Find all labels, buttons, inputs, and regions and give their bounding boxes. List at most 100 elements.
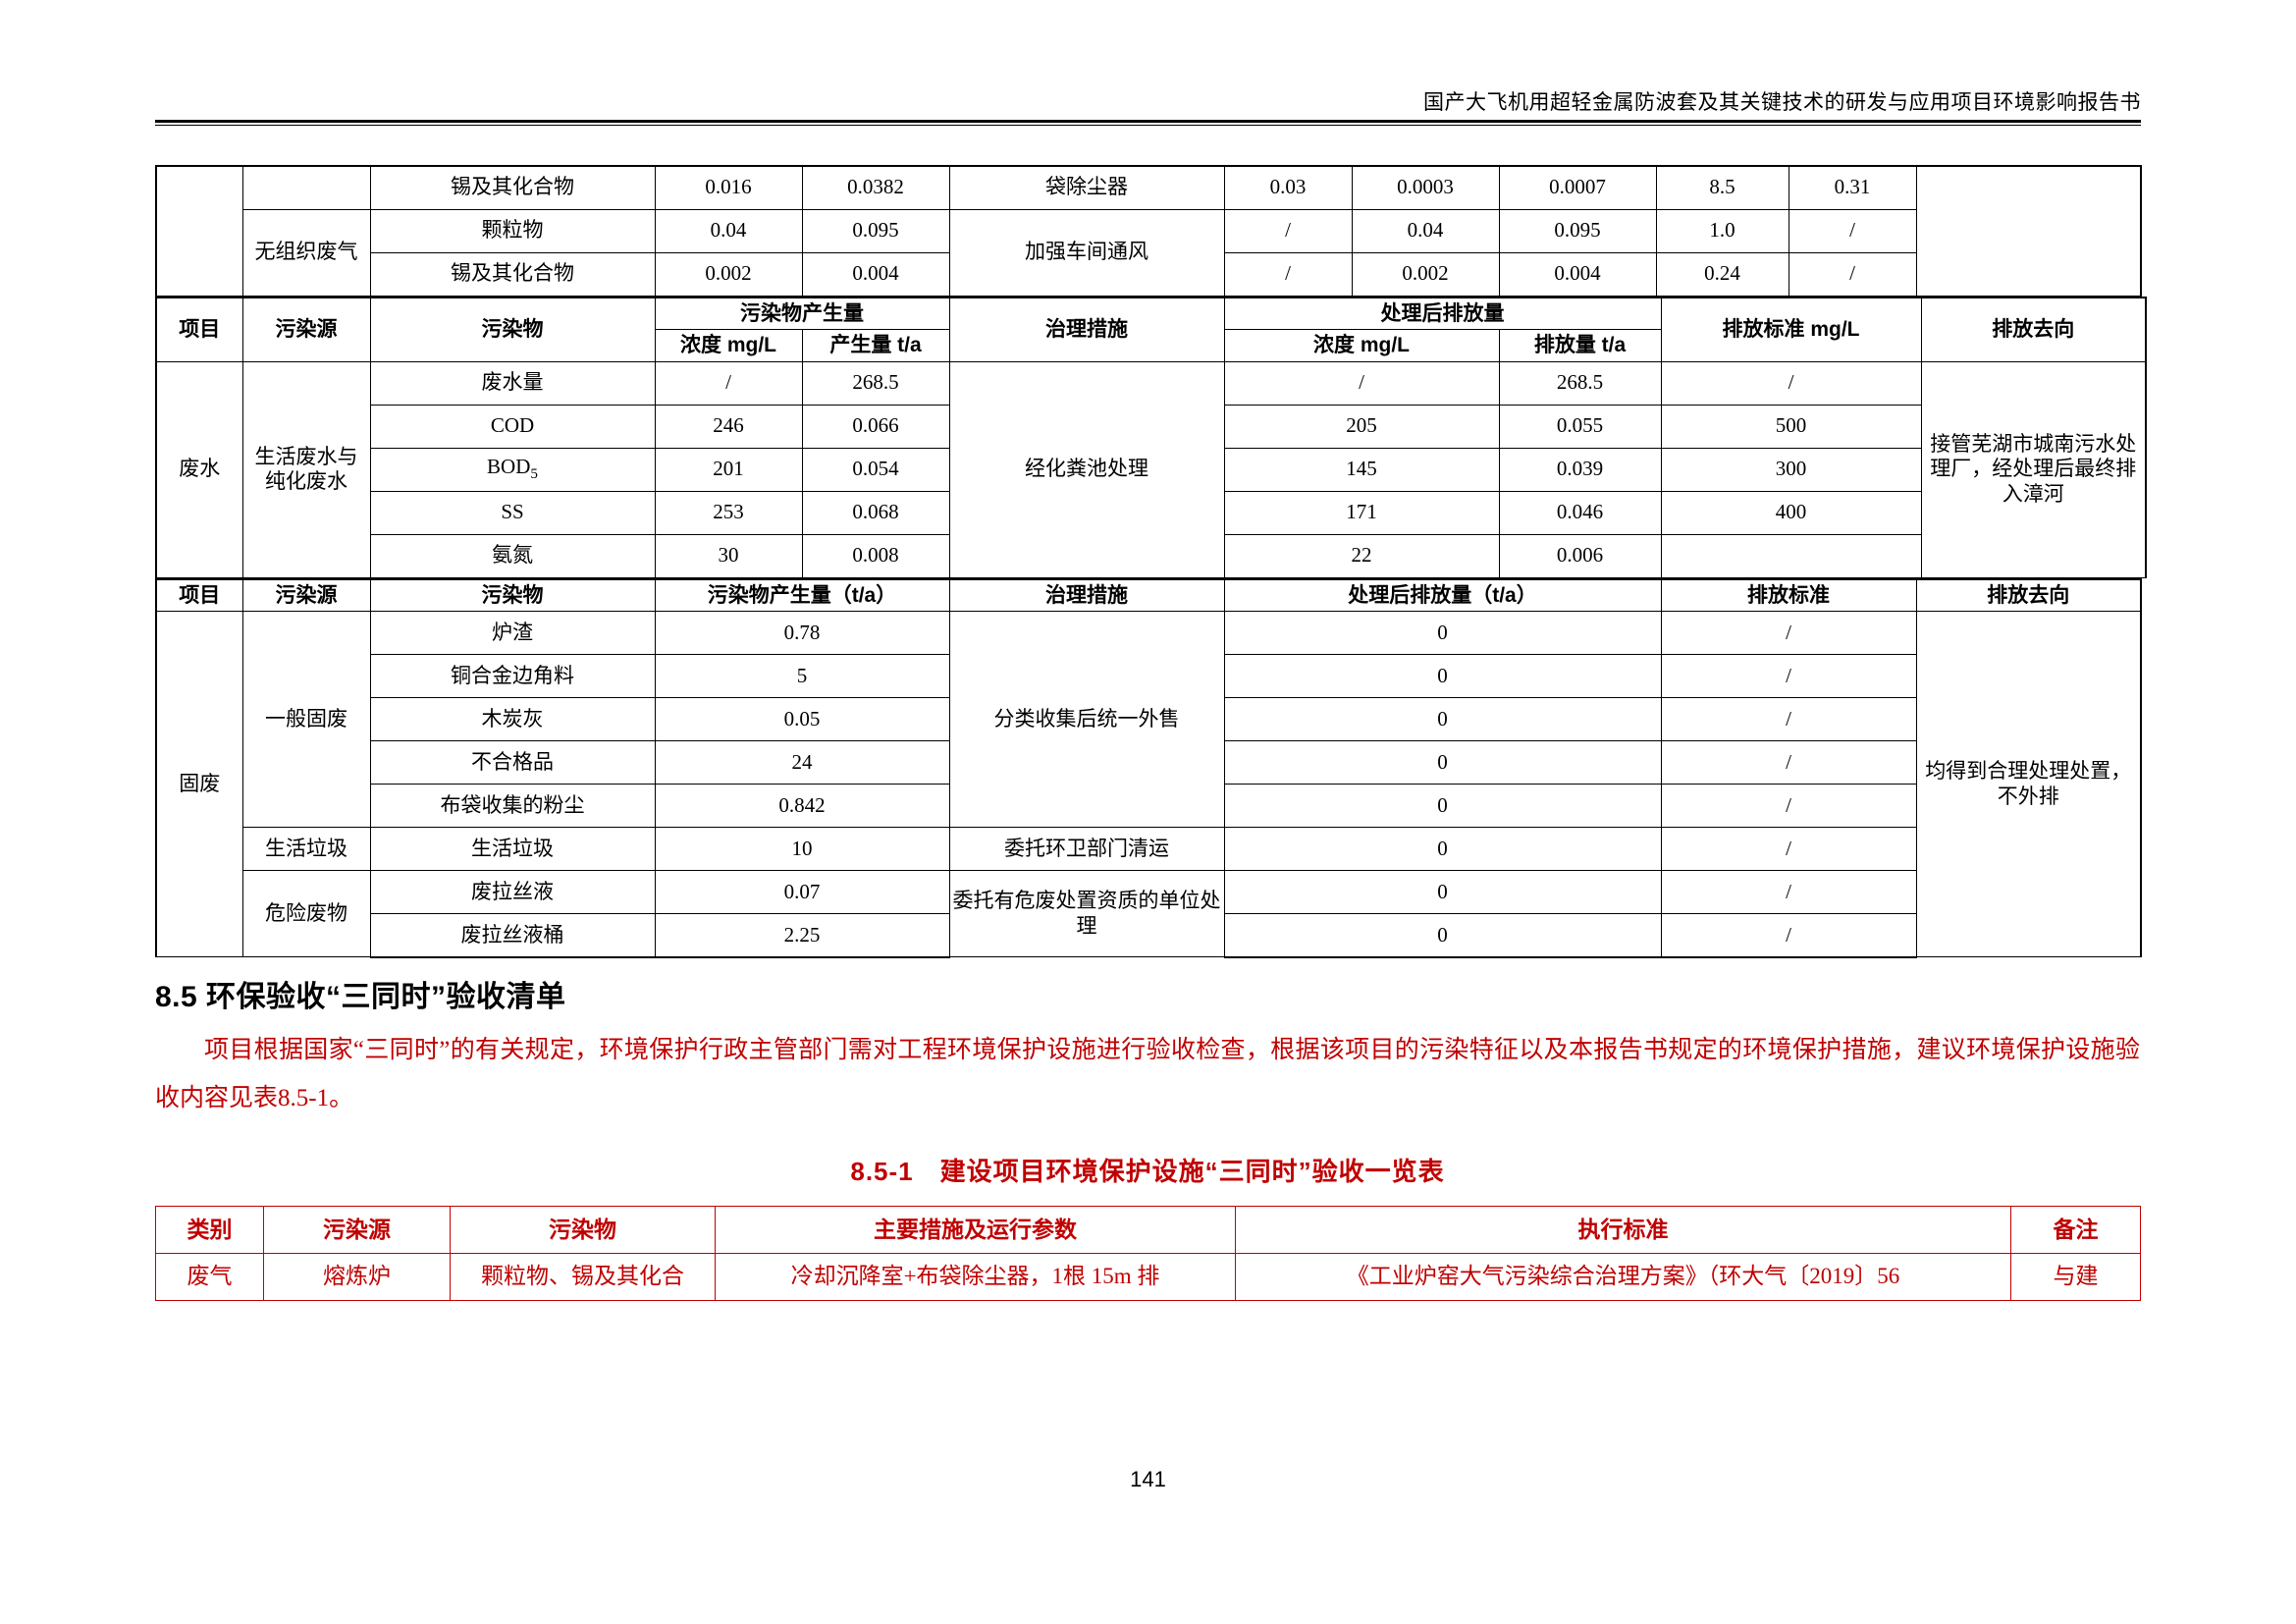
solid-pollutant-cell: 炉渣	[369, 611, 656, 656]
air-std-conc-cell: 8.5	[1655, 165, 1789, 210]
water-out-conc-cell: 145	[1223, 447, 1500, 492]
solid-standard-cell: /	[1660, 827, 1917, 872]
solid-source-cell-domestic: 生活垃圾	[241, 827, 371, 872]
solid-source-cell-general: 一般固废	[241, 611, 371, 829]
air-std-rate-cell: /	[1788, 251, 1917, 297]
page-number: 141	[1130, 1467, 1166, 1491]
solid-standard-cell: /	[1660, 697, 1917, 742]
air-pollutant-cell: 颗粒物	[369, 208, 656, 253]
solid-generation-cell: 5	[654, 654, 950, 699]
water-out-amount-cell: 268.5	[1498, 360, 1662, 406]
water-out-amount-cell: 0.006	[1498, 533, 1662, 578]
table-row: 氨氮 30 0.008 22 0.006	[156, 533, 2146, 578]
air-gen-conc-cell: 0.016	[654, 165, 803, 210]
table-row: 危险废物 废拉丝液 0.07 委托有危废处置资质的单位处理 0 /	[156, 870, 2141, 958]
air-gen-amount-cell: 0.095	[801, 208, 950, 253]
water-out-amount-cell: 0.046	[1498, 490, 1662, 535]
water-standard-cell	[1660, 533, 1922, 578]
water-header-pollutant: 污染物	[369, 296, 656, 362]
water-subheader-gen-conc: 浓度 mg/L	[654, 329, 803, 362]
acceptance-header-standard: 执行标准	[1235, 1206, 2011, 1255]
acceptance-header-remark: 备注	[2010, 1206, 2141, 1255]
solid-header-discharge: 处理后排放量（t/a）	[1223, 577, 1662, 613]
water-header-discharge: 处理后排放量	[1223, 296, 1662, 331]
acceptance-remark-cell: 与建	[2010, 1253, 2141, 1301]
wastewater-table: 项目 污染源 污染物 污染物产生量 治理措施 处理后排放量 排放标准 mg/L …	[155, 296, 2147, 578]
table-row: 木炭灰 0.05 0 /	[156, 697, 2141, 742]
water-header-source: 污染源	[241, 296, 371, 362]
solid-generation-cell: 2.25	[654, 913, 950, 958]
acceptance-header-pollutant: 污染物	[450, 1206, 716, 1255]
page-content: 锡及其化合物 0.016 0.0382 袋除尘器 0.03 0.0003 0.0…	[155, 165, 2147, 1301]
acceptance-table: 类别 污染源 污染物 主要措施及运行参数 执行标准 备注 废气 熔炼炉 颗粒物、…	[155, 1206, 2141, 1301]
water-subheader-out-amount: 排放量 t/a	[1498, 329, 1662, 362]
solid-discharge-cell: 0	[1223, 611, 1662, 656]
page-header: 国产大飞机用超轻金属防波套及其关键技术的研发与应用项目环境影响报告书	[0, 86, 2296, 135]
solid-waste-table: 项目 污染源 污染物 污染物产生量（t/a） 治理措施 处理后排放量（t/a） …	[155, 577, 2142, 958]
water-gen-conc-cell: /	[654, 360, 803, 406]
water-project-cell: 废水	[155, 360, 243, 578]
table-row: 固废 一般固废 炉渣 0.78 分类收集后统一外售 0 / 均得到合理处理处置，…	[155, 611, 2142, 958]
water-gen-conc-cell: 201	[654, 447, 803, 492]
solid-generation-cell: 0.05	[654, 697, 950, 742]
air-std-rate-cell: 0.31	[1788, 165, 1917, 210]
solid-header-measure: 治理措施	[948, 577, 1225, 613]
air-gen-conc-cell: 0.04	[654, 208, 803, 253]
solid-discharge-cell: 0	[1223, 654, 1662, 699]
air-out-conc-cell: /	[1223, 208, 1353, 253]
water-subheader-gen-amount: 产生量 t/a	[801, 329, 950, 362]
water-out-conc-cell: /	[1223, 360, 1500, 406]
water-measure-cell: 经化粪池处理	[948, 360, 1225, 578]
table-row: BOD5 201 0.054 145 0.039 300	[156, 447, 2146, 492]
solid-discharge-cell: 0	[1223, 827, 1662, 872]
air-gen-amount-cell: 0.0382	[801, 165, 950, 210]
solid-pollutant-cell: 废拉丝液桶	[369, 913, 656, 958]
water-out-conc-cell: 22	[1223, 533, 1500, 578]
water-standard-cell: /	[1660, 360, 1922, 406]
water-subheader-out-conc: 浓度 mg/L	[1223, 329, 1500, 362]
acceptance-category-cell: 废气	[155, 1253, 264, 1301]
air-project-cell	[155, 165, 243, 297]
solid-project-cell: 固废	[155, 611, 243, 958]
water-pollutant-cell: 氨氮	[369, 533, 656, 578]
water-source-cell: 生活废水与纯化废水	[241, 360, 371, 578]
air-source-cell-fugitive: 无组织废气	[241, 208, 371, 297]
water-header-measure: 治理措施	[948, 296, 1225, 362]
water-header-project: 项目	[155, 296, 243, 362]
solid-header-pollutant: 污染物	[369, 577, 656, 613]
air-gen-amount-cell: 0.004	[801, 251, 950, 297]
air-gen-conc-cell: 0.002	[654, 251, 803, 297]
water-pollutant-cell: SS	[369, 490, 656, 535]
solid-measure-cell-general: 分类收集后统一外售	[948, 611, 1225, 829]
table-row: 废拉丝液桶 2.25 0 /	[156, 913, 2141, 958]
table-row: 锡及其化合物 0.016 0.0382 袋除尘器 0.03 0.0003 0.0…	[155, 165, 2142, 297]
air-out-rate-cell: 0.002	[1351, 251, 1500, 297]
solid-pollutant-cell: 铜合金边角料	[369, 654, 656, 699]
water-gen-amount-cell: 268.5	[801, 360, 950, 406]
table-row: 废水 生活废水与纯化废水 废水量 / 268.5 经化粪池处理 / 268.5 …	[155, 360, 2147, 578]
table-header-row: 项目 污染源 污染物 污染物产生量（t/a） 治理措施 处理后排放量（t/a） …	[155, 577, 2142, 613]
water-header-direction: 排放去向	[1920, 296, 2147, 362]
acceptance-header-category: 类别	[155, 1206, 264, 1255]
solid-discharge-cell: 0	[1223, 784, 1662, 829]
table-row: 布袋收集的粉尘 0.842 0 /	[156, 784, 2141, 829]
water-gen-amount-cell: 0.066	[801, 404, 950, 449]
section-paragraph: 项目根据国家“三同时”的有关规定，环境保护行政主管部门需对工程环境保护设施进行验…	[155, 1036, 2140, 1111]
table-header-row: 类别 污染源 污染物 主要措施及运行参数 执行标准 备注	[155, 1206, 2141, 1255]
table-header-row: 项目 污染源 污染物 污染物产生量 治理措施 处理后排放量 排放标准 mg/L …	[155, 296, 2147, 362]
water-standard-cell: 500	[1660, 404, 1922, 449]
header-divider-rule	[155, 120, 2141, 126]
table-row: 锡及其化合物 0.002 0.004 / 0.002 0.004 0.24 /	[156, 251, 2141, 297]
solid-source-cell-hazardous: 危险废物	[241, 870, 371, 958]
water-header-generation: 污染物产生量	[654, 296, 950, 331]
acceptance-standard-cell: 《工业炉窑大气污染综合治理方案》（环大气〔2019〕56	[1235, 1253, 2011, 1301]
air-out-amount-cell: 0.0007	[1498, 165, 1657, 210]
solid-pollutant-cell: 生活垃圾	[369, 827, 656, 872]
solid-pollutant-cell: 木炭灰	[369, 697, 656, 742]
acceptance-pollutant-cell: 颗粒物、锡及其化合	[450, 1253, 716, 1301]
air-out-conc-cell: /	[1223, 251, 1353, 297]
table-row: 生活垃圾 生活垃圾 10 委托环卫部门清运 0 /	[156, 827, 2141, 872]
water-header-standard: 排放标准 mg/L	[1660, 296, 1922, 362]
solid-discharge-cell: 0	[1223, 870, 1662, 915]
table-row: 铜合金边角料 5 0 /	[156, 654, 2141, 699]
